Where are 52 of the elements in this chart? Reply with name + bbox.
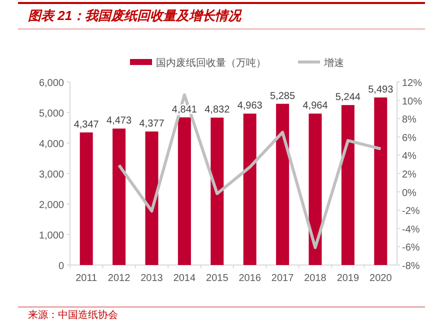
y2-tick-label: -8% xyxy=(402,261,420,272)
bar xyxy=(210,118,224,265)
data-label: 5,285 xyxy=(270,90,296,102)
x-tick-label: 2015 xyxy=(206,273,229,284)
legend-label: 增速 xyxy=(323,57,344,69)
y2-tick-label: 6% xyxy=(402,132,417,144)
x-tick-label: 2013 xyxy=(140,273,164,284)
source-note: 来源：中国造纸协会 xyxy=(28,309,118,321)
bar xyxy=(308,114,322,265)
y-tick-label: 2,000 xyxy=(38,200,64,211)
y2-tick-label: 2% xyxy=(402,170,417,180)
y-tick-label: 5,000 xyxy=(38,108,64,120)
y-tick-label: 4,000 xyxy=(38,139,64,150)
y2-tick-label: 8% xyxy=(402,114,417,126)
bar xyxy=(341,105,354,265)
y-tick-label: 3,000 xyxy=(38,170,64,180)
bar xyxy=(145,132,158,265)
x-tick-label: 2014 xyxy=(173,273,196,284)
data-label: 4,473 xyxy=(106,116,132,127)
x-tick-label: 2016 xyxy=(238,273,262,284)
y-tick-label: 6,000 xyxy=(38,78,64,89)
x-tick-label: 2020 xyxy=(370,273,392,284)
y2-tick-label: 10% xyxy=(402,96,422,108)
y2-tick-label: -6% xyxy=(402,242,420,254)
y2-tick-label: -4% xyxy=(402,224,420,236)
x-tick-label: 2012 xyxy=(108,273,131,284)
bar xyxy=(178,117,191,265)
data-label: 4,832 xyxy=(204,104,230,116)
bar xyxy=(112,128,126,265)
y2-tick-label: -2% xyxy=(402,206,420,218)
y2-tick-label: 4% xyxy=(402,151,417,162)
data-label: 4,963 xyxy=(237,100,263,112)
x-tick-label: 2019 xyxy=(336,273,360,284)
data-label: 4,347 xyxy=(74,119,100,130)
data-label: 4,841 xyxy=(172,104,198,116)
chart-title: 图表 21：我国废纸回收量及增长情况 xyxy=(28,8,242,23)
bar xyxy=(276,104,290,265)
data-label: 4,964 xyxy=(302,100,328,112)
data-label: 5,244 xyxy=(335,92,361,104)
y-tick-label: 1,000 xyxy=(38,230,64,242)
bar xyxy=(243,114,256,265)
data-label: 4,377 xyxy=(139,118,165,130)
legend-label: 国内废纸回收量（万吨） xyxy=(156,57,266,69)
data-label: 5,493 xyxy=(368,84,394,96)
bar xyxy=(374,97,388,265)
bar xyxy=(80,132,93,265)
y-tick-label: 0 xyxy=(58,261,64,272)
x-tick-label: 2017 xyxy=(271,273,294,284)
y2-tick-label: 0% xyxy=(402,188,417,199)
y2-tick-label: 12% xyxy=(402,78,422,89)
x-tick-label: 2018 xyxy=(304,273,327,284)
x-tick-label: 2011 xyxy=(76,273,98,284)
